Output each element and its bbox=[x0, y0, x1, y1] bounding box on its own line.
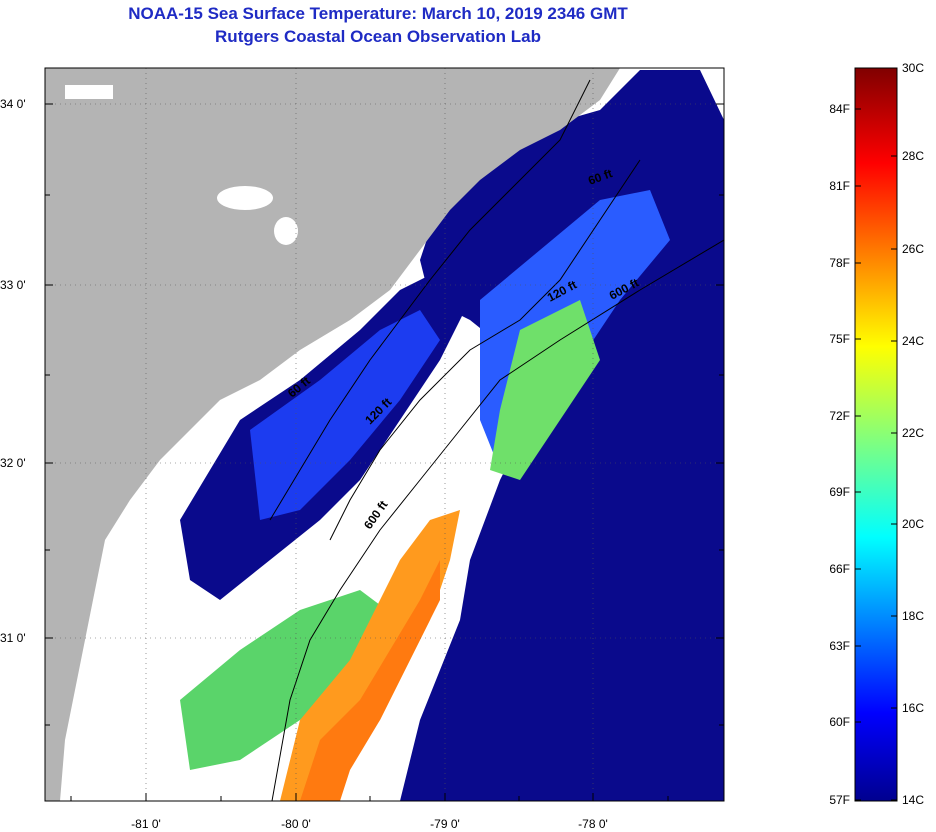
lon-label: -80 0' bbox=[281, 817, 311, 831]
colorbar-c-label: 30C bbox=[902, 61, 924, 75]
land-cloud bbox=[217, 186, 273, 210]
colorbar-f-label: 72F bbox=[829, 409, 850, 423]
colorbar-c-label: 16C bbox=[902, 701, 924, 715]
lat-label: 31 0' bbox=[0, 631, 26, 645]
map-area bbox=[45, 68, 724, 801]
lon-label: -81 0' bbox=[131, 817, 161, 831]
colorbar-c-label: 28C bbox=[902, 149, 924, 163]
lon-label: -78 0' bbox=[578, 817, 608, 831]
colorbar-f-label: 75F bbox=[829, 332, 850, 346]
colorbar-f-label: 60F bbox=[829, 715, 850, 729]
colorbar-f-label: 66F bbox=[829, 562, 850, 576]
colorbar-c-label: 14C bbox=[902, 793, 924, 807]
colorbar-c-label: 22C bbox=[902, 426, 924, 440]
colorbar-f-label: 84F bbox=[829, 102, 850, 116]
colorbar-f-label: 63F bbox=[829, 639, 850, 653]
lat-label: 32 0' bbox=[0, 456, 26, 470]
colorbar bbox=[855, 68, 897, 801]
colorbar-c-label: 24C bbox=[902, 334, 924, 348]
land-cloud bbox=[65, 85, 113, 99]
colorbar-f-label: 57F bbox=[829, 793, 850, 807]
colorbar-c-label: 20C bbox=[902, 517, 924, 531]
colorbar-f-label: 78F bbox=[829, 256, 850, 270]
land-cloud bbox=[274, 217, 298, 245]
colorbar-f-label: 69F bbox=[829, 485, 850, 499]
lon-label: -79 0' bbox=[430, 817, 460, 831]
lat-label: 34 0' bbox=[0, 97, 26, 111]
colorbar-f-label: 81F bbox=[829, 179, 850, 193]
colorbar-c-label: 18C bbox=[902, 609, 924, 623]
lat-label: 33 0' bbox=[0, 278, 26, 292]
colorbar-c-label: 26C bbox=[902, 242, 924, 256]
